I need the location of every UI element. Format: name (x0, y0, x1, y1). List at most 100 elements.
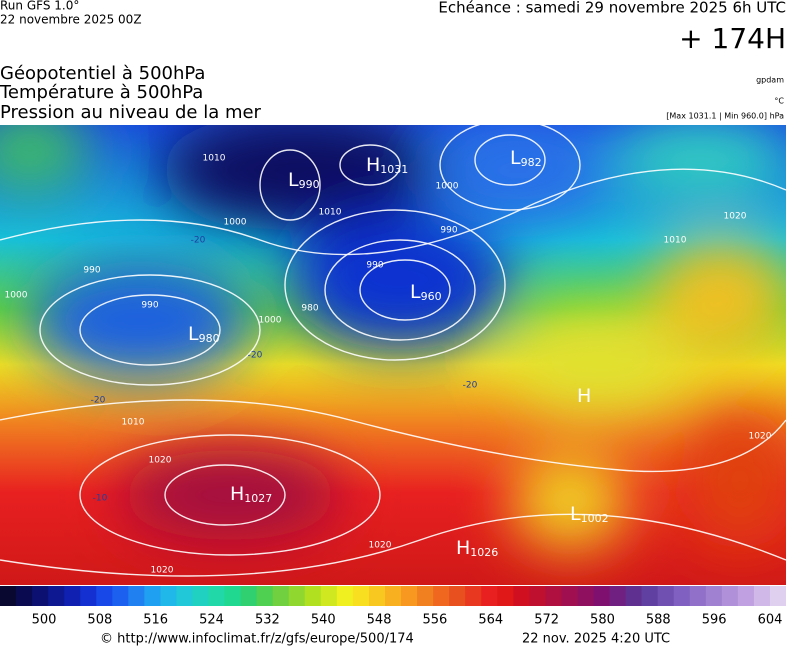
colorbar-label: 540 (311, 613, 336, 628)
colorbar-label: 500 (32, 613, 57, 628)
isobar-label: 990 (141, 301, 158, 311)
center-value: 982 (521, 156, 542, 169)
pressure-center: H1026 (456, 537, 498, 560)
isobar-label: 990 (440, 226, 457, 236)
colorbar-swatch (32, 586, 49, 606)
colorbar-swatch (368, 586, 386, 606)
unit: °C (774, 97, 784, 106)
colorbar-swatch (160, 586, 177, 606)
center-letter: L (510, 147, 521, 169)
pressure-center: H1031 (366, 154, 408, 177)
center-value: 1026 (470, 546, 498, 559)
isobar-label: 990 (366, 261, 383, 271)
isobar-label: 1000 (259, 316, 282, 326)
colorbar-label: 580 (590, 613, 615, 628)
colorbar-swatch (64, 586, 81, 606)
isobar-label: 1020 (724, 212, 747, 222)
center-letter: H (456, 537, 470, 559)
center-value: 990 (299, 178, 320, 191)
temp-label: -20 (248, 351, 263, 361)
footer-date: 22 nov. 2025 4:20 UTC (522, 632, 670, 647)
colorbar-swatch (513, 586, 530, 606)
colorbar-label: 556 (423, 613, 448, 628)
isobar-label: 1010 (319, 208, 342, 218)
isobar-label: 990 (83, 266, 100, 276)
lead-time: + 174H (679, 22, 786, 55)
isobar-label: 1010 (122, 418, 145, 428)
colorbar-swatch (176, 586, 193, 606)
isobar-label: 980 (301, 304, 318, 314)
colorbar-swatch (240, 586, 258, 606)
colorbar-swatch (144, 586, 161, 606)
center-letter: H (577, 385, 591, 407)
colorbar-swatch (272, 586, 290, 606)
map (0, 125, 786, 585)
colorbar-swatch (673, 586, 691, 606)
colorbar-swatch (561, 586, 578, 606)
colorbar-swatch (705, 586, 723, 606)
pressure-center: L1002 (570, 503, 609, 526)
pressure-center: H (577, 385, 591, 407)
isobar-label: 1020 (149, 456, 172, 466)
field-name: Température à 500hPa (0, 82, 203, 103)
colorbar-swatch (384, 586, 402, 606)
colorbar-swatch (593, 586, 611, 606)
colorbar-swatch (433, 586, 450, 606)
colorbar-swatch (112, 586, 129, 606)
colorbar-swatch (256, 586, 274, 606)
temp-label: -20 (91, 396, 106, 406)
field-name: Pression au niveau de la mer (0, 102, 262, 123)
colorbar-swatch (417, 586, 434, 606)
temp-label: -10 (93, 494, 108, 504)
center-letter: H (230, 483, 244, 505)
isobar-label: 1020 (151, 566, 174, 576)
valid-time: Echéance : samedi 29 novembre 2025 6h UT… (438, 0, 786, 17)
colorbar-swatch (721, 586, 739, 606)
colorbar-swatch (769, 586, 786, 606)
isobar-label: 1000 (436, 182, 459, 192)
colorbar-swatch (224, 586, 242, 606)
pressure-center: L980 (188, 323, 220, 346)
colorbar-swatch (192, 586, 210, 606)
center-value: 1002 (581, 512, 609, 525)
colorbar-swatch (128, 586, 145, 606)
center-value: 980 (199, 332, 220, 345)
center-value: 1027 (244, 492, 272, 505)
colorbar-label: 572 (534, 613, 559, 628)
pressure-center: L982 (510, 147, 542, 170)
run-date: 22 novembre 2025 00Z (0, 13, 142, 27)
colorbar-label: 588 (646, 613, 671, 628)
colorbar-label: 596 (702, 613, 727, 628)
colorbar-swatch (625, 586, 643, 606)
pressure-center: L990 (288, 169, 320, 192)
colorbar (0, 586, 786, 606)
center-value: 1031 (380, 163, 408, 176)
center-letter: L (410, 281, 421, 303)
colorbar-swatch (288, 586, 306, 606)
colorbar-swatch (753, 586, 771, 606)
colorbar-swatch (208, 586, 226, 606)
colorbar-swatch (352, 586, 370, 606)
colorbar-label: 516 (143, 613, 168, 628)
colorbar-swatch (641, 586, 659, 606)
field-name: Géopotentiel à 500hPa (0, 63, 205, 84)
colorbar-label: 524 (199, 613, 224, 628)
colorbar-label: 604 (758, 613, 783, 628)
colorbar-swatch (449, 586, 466, 606)
pressure-center: H1027 (230, 483, 272, 506)
unit: gpdam (756, 76, 784, 85)
center-letter: H (366, 154, 380, 176)
colorbar-swatch (609, 586, 627, 606)
colorbar-swatch (16, 586, 33, 606)
colorbar-swatch (497, 586, 514, 606)
colorbar-label: 532 (255, 613, 280, 628)
isobar-label: 1010 (203, 154, 226, 164)
colorbar-swatch (465, 586, 482, 606)
temp-label: -20 (463, 381, 478, 391)
center-letter: L (570, 503, 581, 525)
run: Run GFS 1.0° (0, 0, 79, 13)
colorbar-label: 548 (367, 613, 392, 628)
colorbar-swatch (401, 586, 418, 606)
colorbar-swatch (320, 586, 338, 606)
isobar-label: 1020 (749, 432, 772, 442)
